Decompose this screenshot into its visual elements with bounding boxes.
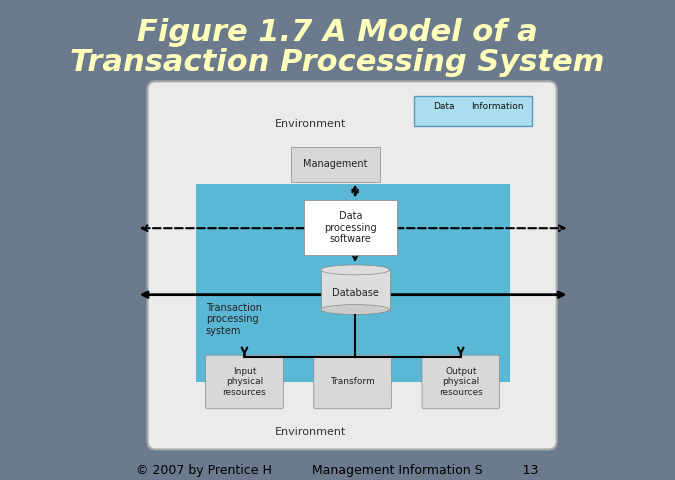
- Text: Figure 1.7 A Model of a: Figure 1.7 A Model of a: [137, 18, 538, 47]
- Text: Data: Data: [433, 102, 454, 111]
- FancyBboxPatch shape: [148, 81, 557, 449]
- Text: Information: Information: [471, 102, 524, 111]
- Text: Input
physical
resources: Input physical resources: [223, 367, 267, 397]
- Text: © 2007 by Prentice H          Management Information S          13: © 2007 by Prentice H Management Informat…: [136, 464, 539, 477]
- FancyBboxPatch shape: [422, 355, 500, 409]
- Text: Environment: Environment: [275, 119, 346, 129]
- FancyBboxPatch shape: [314, 355, 391, 409]
- Text: Transaction
processing
system: Transaction processing system: [206, 302, 262, 336]
- Ellipse shape: [321, 305, 389, 314]
- Text: Transform: Transform: [330, 377, 375, 386]
- Bar: [196, 183, 510, 382]
- Text: Management: Management: [303, 159, 368, 169]
- Bar: [291, 147, 379, 181]
- Bar: [414, 96, 532, 126]
- Bar: [304, 201, 398, 255]
- Text: Data
processing
software: Data processing software: [325, 211, 377, 244]
- FancyBboxPatch shape: [206, 355, 284, 409]
- Text: Database: Database: [331, 288, 379, 298]
- Bar: [321, 270, 389, 310]
- Ellipse shape: [321, 265, 389, 275]
- Text: Environment: Environment: [275, 427, 346, 437]
- Text: Output
physical
resources: Output physical resources: [439, 367, 483, 397]
- Text: Transaction Processing System: Transaction Processing System: [70, 48, 605, 77]
